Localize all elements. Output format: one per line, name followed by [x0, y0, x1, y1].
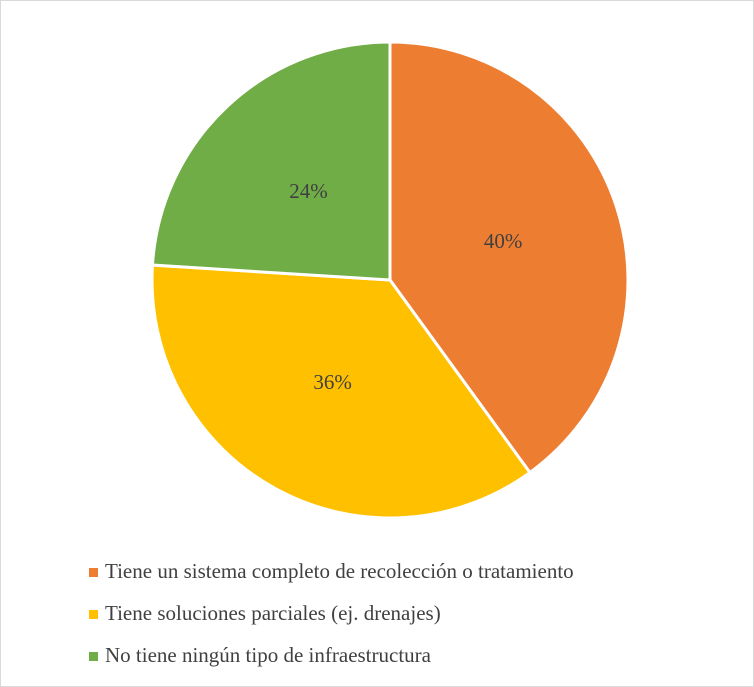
value-label: 40%	[484, 229, 523, 253]
legend-swatch	[89, 652, 98, 661]
pie-slice	[150, 263, 532, 520]
legend-label: No tiene ningún tipo de infraestructura	[105, 643, 432, 667]
legend-label: Tiene un sistema completo de recolección…	[105, 559, 574, 583]
legend-label: Tiene soluciones parciales (ej. drenajes…	[105, 601, 441, 625]
value-label: 36%	[313, 370, 352, 394]
pie-slice	[388, 40, 630, 475]
value-label: 24%	[289, 179, 328, 203]
legend-swatch	[89, 568, 98, 577]
pie-slice	[150, 40, 392, 282]
legend-swatch	[89, 610, 98, 619]
